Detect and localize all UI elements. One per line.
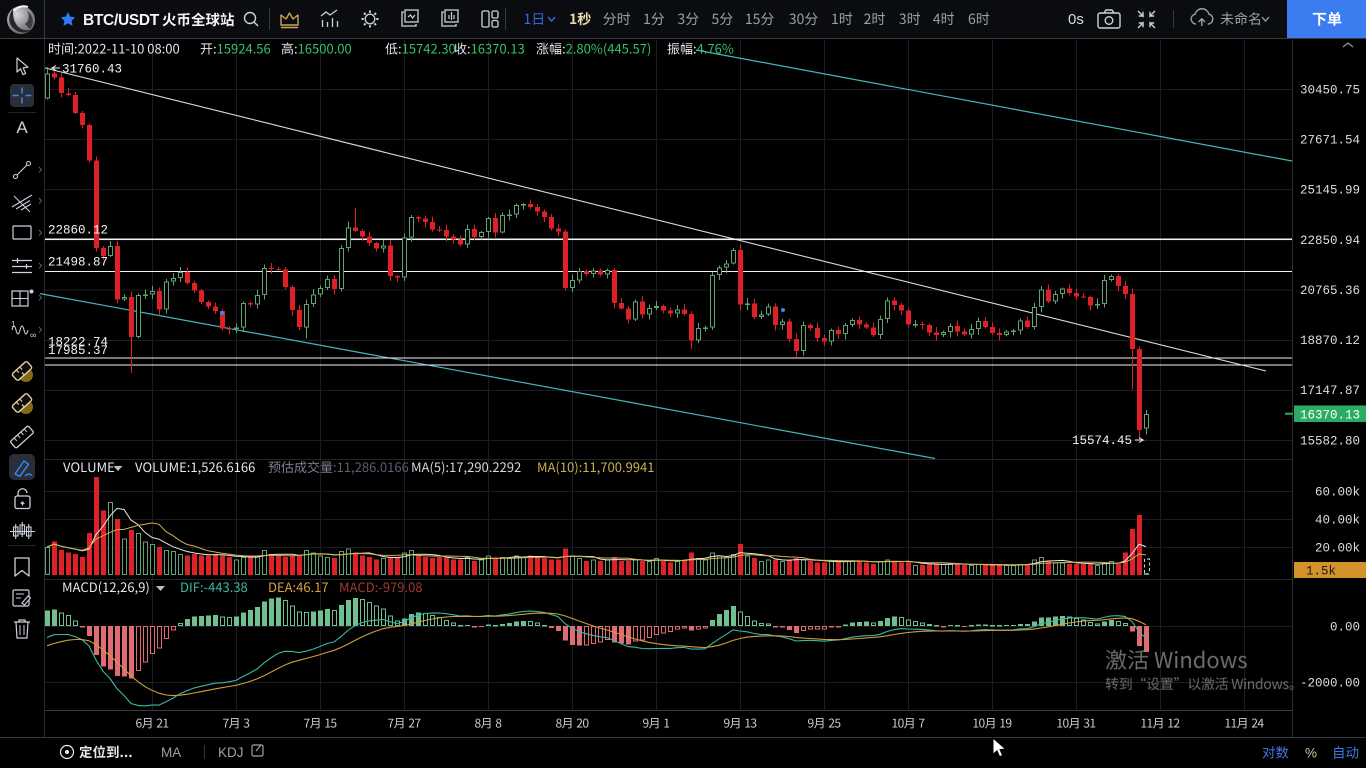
svg-text:27671.54: 27671.54 <box>1300 133 1360 147</box>
svg-text:0s: 0s <box>1068 11 1084 28</box>
svg-text:17985.37: 17985.37 <box>48 344 108 358</box>
svg-text:20.00k: 20.00k <box>1315 541 1360 555</box>
svg-text:KDJ: KDJ <box>218 745 244 760</box>
svg-text:A: A <box>16 118 28 137</box>
svg-text:1.5k: 1.5k <box>1306 565 1336 579</box>
svg-text:MA: MA <box>161 745 181 760</box>
svg-text:40.00k: 40.00k <box>1315 513 1360 527</box>
svg-text:-2000.00: -2000.00 <box>1300 676 1360 690</box>
svg-text:18870.12: 18870.12 <box>1300 334 1360 348</box>
svg-text:20765.36: 20765.36 <box>1300 284 1360 298</box>
svg-text:15582.80: 15582.80 <box>1300 434 1360 448</box>
svg-text:%: % <box>1305 746 1317 761</box>
svg-text:31760.43: 31760.43 <box>62 63 122 77</box>
svg-text:25145.99: 25145.99 <box>1300 184 1360 198</box>
svg-text:30450.75: 30450.75 <box>1300 83 1360 97</box>
svg-text:∞: ∞ <box>30 330 36 340</box>
svg-text:21498.87: 21498.87 <box>48 256 108 270</box>
svg-text:0.00: 0.00 <box>1330 620 1360 634</box>
svg-text:22850.94: 22850.94 <box>1300 234 1360 248</box>
svg-text:60.00k: 60.00k <box>1315 485 1360 499</box>
svg-text:16370.13: 16370.13 <box>1300 408 1360 422</box>
svg-text:18222.74: 18222.74 <box>48 336 108 350</box>
svg-text:22860.12: 22860.12 <box>48 224 108 238</box>
svg-text:17147.87: 17147.87 <box>1300 384 1360 398</box>
svg-text:1: 1 <box>11 320 16 329</box>
svg-text:BTC/USDT: BTC/USDT <box>83 12 160 29</box>
svg-text:15574.45: 15574.45 <box>1072 434 1132 448</box>
